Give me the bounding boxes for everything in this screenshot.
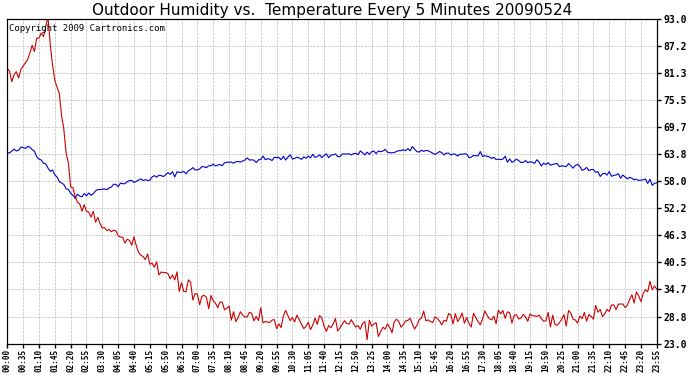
Title: Outdoor Humidity vs.  Temperature Every 5 Minutes 20090524: Outdoor Humidity vs. Temperature Every 5… — [92, 3, 572, 18]
Text: Copyright 2009 Cartronics.com: Copyright 2009 Cartronics.com — [8, 24, 164, 33]
